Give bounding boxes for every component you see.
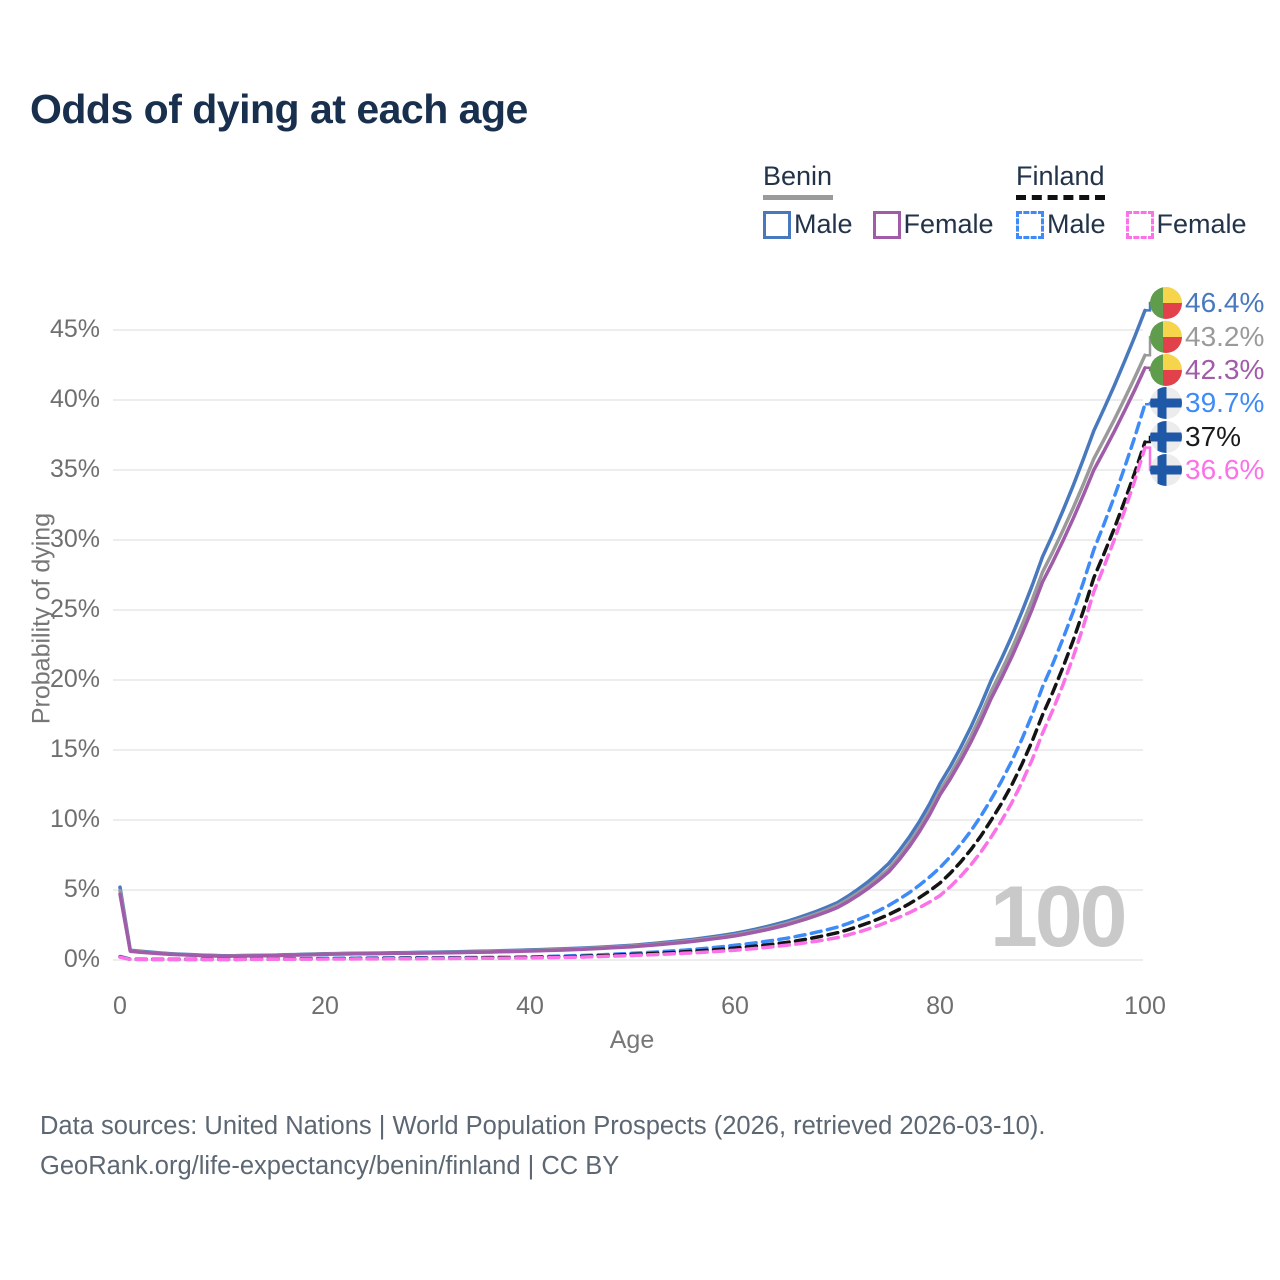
legend-item-benin-female[interactable]: Female — [872, 209, 994, 240]
legend-country-finland: Finland — [1016, 161, 1105, 191]
y-tick-label: 0% — [63, 945, 100, 973]
series-end-label-finland-all: 37% — [1185, 421, 1242, 452]
benin-line-style-swatch — [763, 195, 833, 200]
finland-flag-icon — [1150, 387, 1182, 419]
legend-item-finland-female[interactable]: Female — [1125, 209, 1247, 240]
chart-title: Odds of dying at each age — [30, 86, 528, 132]
footer-sources: Data sources: United Nations | World Pop… — [40, 1112, 1046, 1140]
legend-group-finland: Finland Male Female — [1016, 161, 1265, 240]
series-end-label-finland-female: 36.6% — [1185, 454, 1265, 485]
x-axis-title: Age — [609, 1026, 655, 1054]
series-end-label-finland-male: 39.7% — [1185, 387, 1265, 418]
series-end-label-benin-all: 43.2% — [1185, 321, 1265, 352]
legend-item-benin-male[interactable]: Male — [763, 209, 853, 240]
y-tick-label: 35% — [49, 455, 100, 483]
finland-female-swatch-icon — [1125, 210, 1154, 239]
flag-part — [1163, 370, 1182, 386]
series-line-benin-all — [118, 353, 1147, 958]
x-tick-label: 0 — [113, 992, 127, 1020]
x-tick-label: 20 — [311, 992, 339, 1020]
benin-flag-icon — [1150, 287, 1182, 319]
finland-flag-icon — [1150, 454, 1182, 486]
y-tick-label: 40% — [49, 385, 100, 413]
x-tick-label: 60 — [721, 992, 749, 1020]
flag-part — [1150, 321, 1163, 353]
x-tick-label: 40 — [516, 992, 544, 1020]
finland-male-swatch-icon — [1016, 210, 1044, 239]
legend-country-benin: Benin — [763, 161, 833, 191]
y-tick-label: 20% — [49, 665, 100, 693]
footer-link: GeoRank.org/life-expectancy/benin/finlan… — [40, 1152, 620, 1180]
legend-row-benin: Male Female — [763, 209, 1012, 240]
flag-part — [1157, 421, 1167, 453]
x-tick-label: 100 — [1124, 992, 1166, 1020]
flag-part — [1150, 354, 1163, 386]
legend-label: Female — [903, 209, 994, 239]
legend-item-finland-male[interactable]: Male — [1016, 209, 1106, 240]
legend-label: Male — [1047, 209, 1106, 239]
y-tick-label: 15% — [49, 735, 100, 763]
series-end-label-benin-male: 46.4% — [1185, 287, 1265, 318]
flag-part — [1163, 337, 1182, 353]
flag-part — [1163, 321, 1182, 337]
flag-part — [1163, 354, 1182, 370]
benin-flag-icon — [1150, 321, 1182, 353]
flag-part — [1157, 387, 1167, 419]
flag-part — [1163, 287, 1182, 303]
benin-female-swatch-icon — [872, 210, 901, 239]
series-line-finland-female — [118, 445, 1147, 962]
y-tick-label: 45% — [49, 315, 100, 343]
finland-line-style-swatch — [1016, 195, 1105, 200]
benin-flag-icon — [1150, 354, 1182, 386]
series-line-benin-male — [118, 308, 1147, 958]
flag-part — [1163, 303, 1182, 319]
finland-flag-icon — [1150, 421, 1182, 453]
legend-row-finland: Male Female — [1016, 209, 1265, 240]
flag-part — [1150, 287, 1163, 319]
y-tick-label: 30% — [49, 525, 100, 553]
footer: Data sources: United Nations | World Pop… — [40, 1106, 1045, 1186]
y-tick-label: 5% — [63, 875, 100, 903]
y-tick-label: 10% — [49, 805, 100, 833]
legend-label: Female — [1156, 209, 1247, 239]
x-tick-label: 80 — [926, 992, 954, 1020]
series-line-benin-female — [118, 366, 1147, 958]
legend-group-benin: Benin Male Female — [763, 161, 1012, 240]
age-watermark: 100 — [990, 869, 1127, 965]
benin-male-swatch-icon — [763, 210, 791, 239]
legend-label: Male — [794, 209, 853, 239]
y-tick-label: 25% — [49, 595, 100, 623]
flag-part — [1157, 454, 1167, 486]
series-end-label-benin-female: 42.3% — [1185, 354, 1265, 385]
